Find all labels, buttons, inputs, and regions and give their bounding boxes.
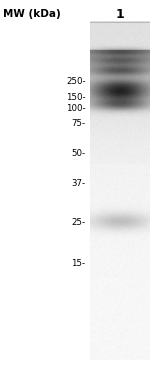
Text: 50-: 50- [71, 149, 85, 158]
Text: 100-: 100- [66, 104, 85, 113]
Text: 75-: 75- [71, 119, 85, 128]
Text: 1: 1 [115, 8, 124, 20]
Text: 250-: 250- [66, 77, 85, 86]
Text: 25-: 25- [71, 218, 85, 227]
Text: 150-: 150- [66, 93, 85, 102]
Text: 37-: 37- [71, 179, 85, 188]
Text: 15-: 15- [71, 259, 85, 268]
Text: MW (kDa): MW (kDa) [3, 9, 61, 20]
